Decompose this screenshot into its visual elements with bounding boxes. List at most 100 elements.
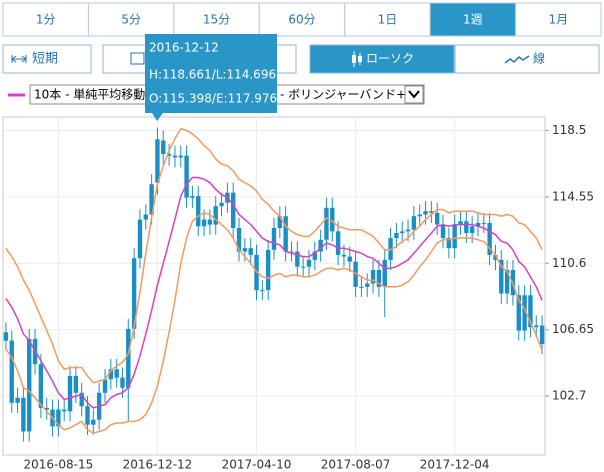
candle-body <box>27 338 32 432</box>
style-label: 線 <box>533 51 545 66</box>
candle-body <box>196 196 201 227</box>
candle-body <box>469 226 475 234</box>
candle-body <box>300 266 306 268</box>
candle-body <box>417 214 422 217</box>
candle-body <box>452 224 457 249</box>
x-tick-label: 2017-08-07 <box>321 458 391 472</box>
candle-body <box>201 219 207 227</box>
style-button[interactable] <box>309 44 455 74</box>
tab-bar: 1分 5分 15分 60分 1日 1週 1月 <box>2 2 602 37</box>
candle-body <box>44 407 49 410</box>
range-label: 短期 <box>32 52 58 67</box>
candle-body <box>161 140 166 154</box>
tab[interactable] <box>429 2 517 37</box>
y-tick-label: 106.65 <box>552 322 594 336</box>
style-button[interactable] <box>454 44 600 74</box>
indicator-line <box>5 176 543 409</box>
button-icon <box>130 52 145 65</box>
tooltip-date: 2016-12-12 <box>149 41 219 55</box>
candle-body <box>312 251 317 260</box>
candle-body <box>539 325 545 345</box>
candle-body <box>464 221 469 234</box>
select-arrow-box[interactable] <box>404 85 424 104</box>
candle-body <box>487 222 492 255</box>
candle-body <box>120 377 125 388</box>
x-tick-label: 2017-12-04 <box>420 458 490 472</box>
candle-body <box>382 259 387 287</box>
candle-body <box>458 221 463 225</box>
tab[interactable] <box>344 2 431 37</box>
candle-body <box>411 216 417 230</box>
style-buttons: ローソク 線 <box>309 44 600 74</box>
tab[interactable] <box>173 2 260 37</box>
y-tick-label: 110.6 <box>552 256 586 270</box>
candle-body <box>79 392 84 407</box>
candle-body <box>306 259 312 267</box>
tab-label: 5分 <box>121 13 141 27</box>
candle-body <box>85 406 90 425</box>
candle-body <box>516 295 521 331</box>
tooltip: 2016-12-12 H:118.661/L:114.696 O:115.398… <box>145 34 277 121</box>
candle-body <box>67 375 73 412</box>
candle-body <box>21 397 26 432</box>
candle-body <box>446 238 452 249</box>
candle-body <box>493 254 498 260</box>
tab[interactable] <box>515 2 602 37</box>
y-tick-label: 114.55 <box>552 189 594 203</box>
candle-body <box>528 295 533 328</box>
candle-body <box>283 216 288 252</box>
candle-body <box>295 251 300 267</box>
candle-body <box>359 286 364 288</box>
candle-body <box>219 202 224 207</box>
candle-body <box>248 248 253 255</box>
tab[interactable] <box>2 2 89 37</box>
candle-body <box>365 283 370 287</box>
candle-body <box>231 192 236 228</box>
candle-icon <box>358 56 362 62</box>
tab-label: 1分 <box>36 13 56 27</box>
x-tick-label: 2017-04-10 <box>222 458 292 472</box>
candle-body <box>3 332 9 341</box>
tab[interactable] <box>258 2 346 37</box>
candle-body <box>9 340 14 403</box>
plot-area <box>2 116 546 456</box>
candle-body <box>114 369 119 378</box>
candle-body <box>335 231 341 255</box>
candle-body <box>126 328 131 388</box>
candle-body <box>91 419 96 425</box>
candle-body <box>481 222 487 224</box>
candle-body <box>260 290 265 292</box>
candle-body <box>405 229 411 232</box>
indicator-line <box>5 127 543 384</box>
tooltip-pointer <box>152 113 163 121</box>
tab[interactable] <box>87 2 175 37</box>
indicator-line <box>5 212 543 434</box>
candle-body <box>370 270 376 284</box>
candle-body <box>341 254 347 257</box>
plot: 102.7 106.65 110.6 114.55 118.5 2016-08-15 201… <box>3 117 594 472</box>
candle-body <box>184 155 189 198</box>
x-tick-label: 2016-08-15 <box>23 458 93 472</box>
y-tick-label: 118.5 <box>552 123 586 137</box>
indicator-text: - ボリンジャーバンド+1 <box>280 88 414 102</box>
candle-body <box>394 233 399 239</box>
candle-body <box>178 155 183 158</box>
tab-label: 60分 <box>288 13 315 27</box>
candle-body <box>265 249 271 291</box>
candle-body <box>73 375 79 393</box>
candle-body <box>429 211 434 213</box>
candle-body <box>376 270 382 287</box>
candle-body <box>271 227 277 250</box>
candle-body <box>166 153 172 156</box>
candle-body <box>149 184 154 215</box>
line-icon <box>504 55 530 64</box>
tooltip-oe: O:115.398/E:117.976 <box>149 92 277 106</box>
candle-body <box>330 207 335 232</box>
y-tick-label: 102.7 <box>552 389 586 403</box>
candle-body <box>108 369 114 380</box>
candle-icon <box>352 55 356 63</box>
indicator-text: 10本 - 単純平均移動 <box>34 88 145 102</box>
candle-body <box>475 222 481 227</box>
